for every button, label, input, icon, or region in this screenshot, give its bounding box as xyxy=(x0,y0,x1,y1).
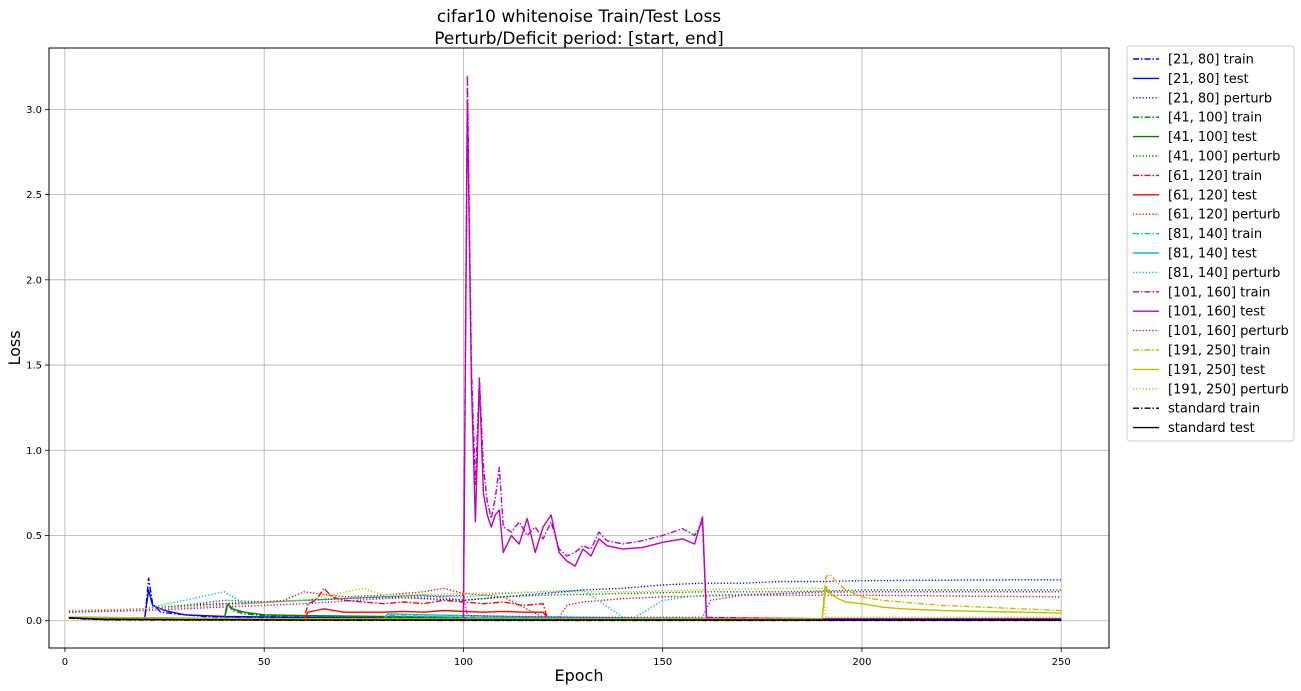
series-line-17 xyxy=(68,587,1062,618)
legend-entry-label: [191, 250] train xyxy=(1168,344,1270,359)
legend-entry-label: [101, 160] train xyxy=(1168,285,1270,300)
x-tick-label: 150 xyxy=(653,657,672,668)
legend-entry-label: [81, 140] perturb xyxy=(1168,266,1280,281)
series-line-19 xyxy=(68,617,1062,621)
series-line-2 xyxy=(68,579,1062,612)
y-tick-label: 0.5 xyxy=(26,531,42,542)
x-axis-label: Epoch xyxy=(555,666,604,685)
legend-entry-label: [41, 100] train xyxy=(1168,111,1262,126)
y-tick-label: 1.0 xyxy=(26,446,42,457)
legend-entry-label: [61, 120] train xyxy=(1168,169,1262,184)
y-tick-label: 0.0 xyxy=(26,616,42,627)
series-line-14 xyxy=(68,591,1062,618)
x-tick-label: 50 xyxy=(258,657,271,668)
y-tick-label: 1.5 xyxy=(26,361,42,372)
x-tick-label: 0 xyxy=(62,657,68,668)
grid xyxy=(49,48,1109,648)
series-line-13 xyxy=(68,100,1062,620)
chart-title-line2: Perturb/Deficit period: [start, end] xyxy=(434,29,723,49)
series-line-1 xyxy=(68,589,1062,621)
x-tick-label: 200 xyxy=(852,657,871,668)
series-lines xyxy=(68,74,1062,622)
legend-entry-label: [101, 160] perturb xyxy=(1168,324,1289,339)
legend-entry-label: [81, 140] test xyxy=(1168,247,1257,262)
y-tick-label: 2.0 xyxy=(26,275,42,286)
legend-entry-label: [191, 250] perturb xyxy=(1168,382,1289,397)
series-line-5 xyxy=(68,589,1062,613)
legend-entry-label: [61, 120] test xyxy=(1168,188,1257,203)
series-line-7 xyxy=(68,608,1062,620)
y-tick-label: 2.5 xyxy=(26,190,42,201)
y-tick-label: 3.0 xyxy=(26,105,42,116)
legend-entry-label: [41, 100] test xyxy=(1168,130,1257,145)
legend-entry-label: [41, 100] perturb xyxy=(1168,150,1280,165)
legend-entry-label: standard train xyxy=(1168,402,1260,417)
x-tick-label: 250 xyxy=(1052,657,1071,668)
series-line-15 xyxy=(68,574,1062,621)
legend-entry-label: [191, 250] test xyxy=(1168,363,1265,378)
legend-box xyxy=(1126,45,1295,442)
series-line-11 xyxy=(68,589,1062,618)
chart-title-line1: cifar10 whitenoise Train/Test Loss xyxy=(437,7,721,27)
series-line-8 xyxy=(68,587,1062,618)
y-axis-ticks: 0.0 0.5 1.0 1.5 2.0 2.5 3.0 xyxy=(26,105,49,627)
legend: [21, 80] train [21, 80] test [21, 80] pert… xyxy=(1126,45,1295,442)
x-axis-ticks: 0 50 100 150 200 250 xyxy=(62,648,1071,668)
y-axis-label: Loss xyxy=(5,330,24,365)
legend-entry-label: [21, 80] train xyxy=(1168,53,1254,68)
legend-entry-label: [81, 140] train xyxy=(1168,227,1262,242)
legend-entry-label: [21, 80] perturb xyxy=(1168,91,1272,106)
series-line-6 xyxy=(68,587,1062,621)
legend-entry-label: standard test xyxy=(1168,421,1255,436)
legend-entry-label: [21, 80] test xyxy=(1168,72,1249,87)
legend-entry-label: [61, 120] perturb xyxy=(1168,208,1280,223)
x-tick-label: 100 xyxy=(454,657,473,668)
legend-entry-label: [101, 160] test xyxy=(1168,305,1265,320)
series-line-16 xyxy=(68,585,1062,620)
series-line-0 xyxy=(68,577,1062,621)
plot-frame xyxy=(48,47,1110,649)
series-line-12 xyxy=(68,74,1062,621)
